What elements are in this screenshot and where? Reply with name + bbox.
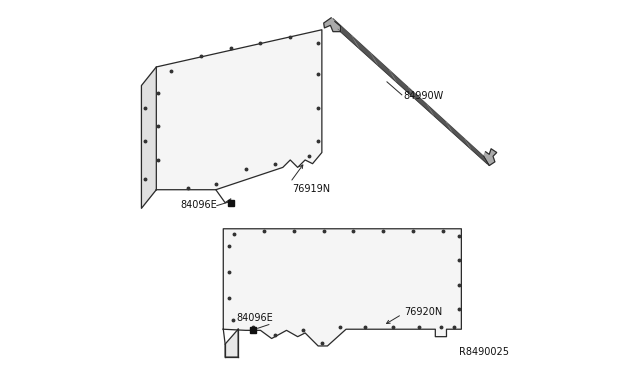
Polygon shape [324,18,340,32]
Text: R8490025: R8490025 [460,347,509,356]
Text: 76919N: 76919N [292,184,330,194]
Polygon shape [156,30,322,190]
Text: 84096E: 84096E [180,201,217,210]
Polygon shape [484,149,497,166]
Polygon shape [335,22,488,164]
Polygon shape [223,229,461,346]
Polygon shape [225,329,238,357]
Text: 76920N: 76920N [404,308,442,317]
Polygon shape [333,19,489,166]
Text: 84096E: 84096E [236,313,273,323]
Polygon shape [141,67,156,208]
Text: 84990W: 84990W [404,91,444,101]
